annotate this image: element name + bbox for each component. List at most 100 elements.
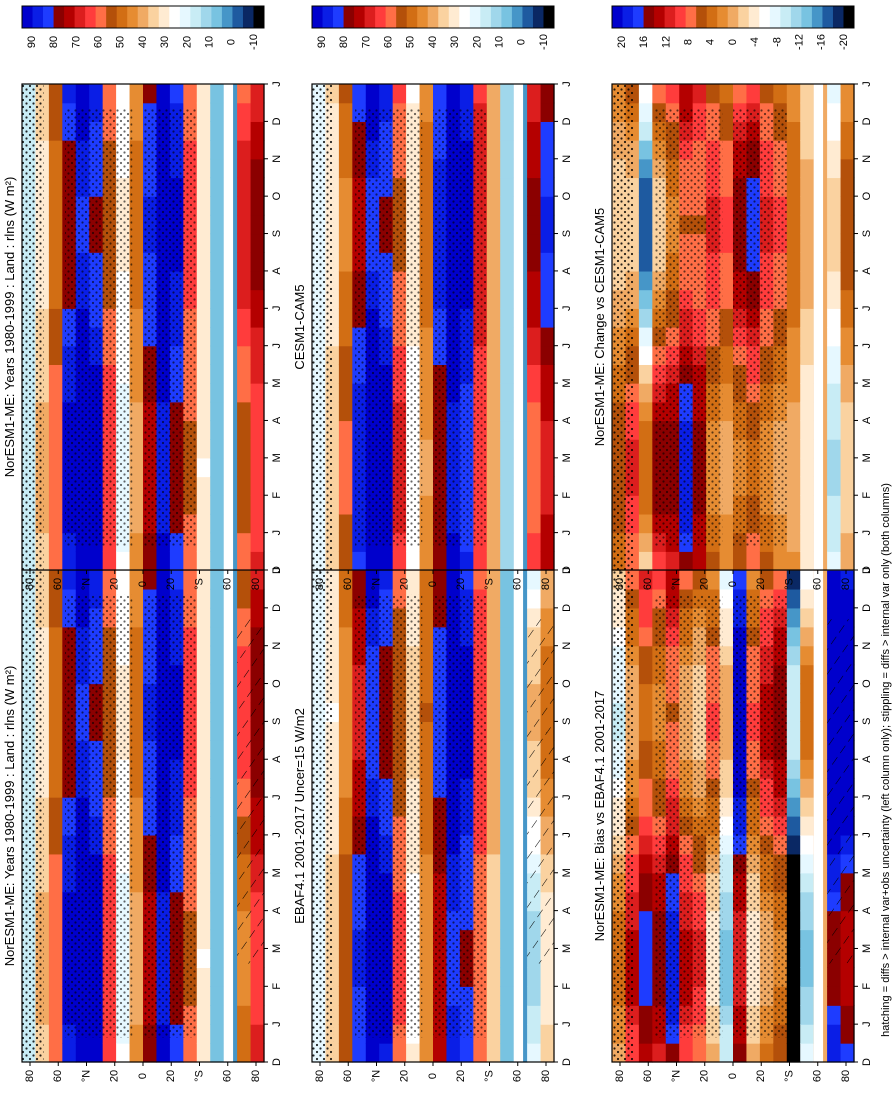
heatmap-cell bbox=[338, 834, 353, 855]
lat-tick-label: 20 bbox=[699, 578, 711, 590]
heatmap-cell bbox=[679, 570, 694, 590]
heatmap-cell bbox=[719, 834, 734, 855]
colorbar-swatch bbox=[396, 6, 408, 28]
heatmap-cell bbox=[759, 1043, 774, 1063]
panel-title: EBAF4.1 2001-2017 Uncer=15 W/m2 bbox=[292, 708, 307, 924]
heatmap-cell bbox=[500, 84, 515, 104]
lat-tick-label: 80 bbox=[314, 1070, 326, 1082]
colorbar-swatch bbox=[532, 6, 544, 28]
lat-tick-label: 20 bbox=[455, 1070, 467, 1082]
heatmap-cell bbox=[486, 967, 501, 987]
heatmap-cell bbox=[800, 233, 815, 253]
heatmap-cell bbox=[840, 102, 855, 122]
month-tick-label: N bbox=[561, 642, 573, 650]
heatmap-cell bbox=[827, 1043, 842, 1063]
heatmap-cell bbox=[500, 740, 515, 760]
heatmap-cell bbox=[75, 84, 90, 104]
heatmap-cell bbox=[196, 345, 211, 365]
heatmap-cell bbox=[237, 401, 252, 422]
heatmap-cell bbox=[196, 645, 211, 666]
heatmap-cell bbox=[786, 872, 801, 893]
heatmap-cell bbox=[486, 158, 501, 179]
lat-tick-label: 80 bbox=[614, 578, 626, 590]
heatmap-cell bbox=[338, 910, 353, 931]
month-tick-label: F bbox=[861, 492, 873, 499]
heatmap-cell bbox=[210, 948, 225, 968]
heatmap-cell bbox=[486, 588, 501, 609]
heatmap-cell bbox=[210, 420, 225, 440]
heatmap-cell bbox=[486, 84, 501, 104]
heatmap-cell bbox=[156, 570, 171, 590]
colorbar-tick-label: -4 bbox=[749, 37, 761, 47]
heatmap-cell bbox=[719, 327, 734, 347]
heatmap-cell bbox=[486, 401, 501, 422]
heatmap-cell bbox=[486, 364, 501, 384]
colorbar-tick-label: 8 bbox=[683, 39, 695, 45]
heatmap-cell bbox=[62, 1043, 77, 1063]
colorbar-swatch bbox=[685, 6, 697, 28]
heatmap-cell bbox=[338, 345, 353, 365]
heatmap-cell bbox=[786, 967, 801, 987]
colorbar-tick-label: 90 bbox=[316, 36, 328, 48]
heatmap-cell bbox=[786, 476, 801, 496]
heatmap-cell bbox=[48, 140, 63, 160]
heatmap-cell bbox=[500, 967, 515, 987]
colorbar-swatch bbox=[322, 6, 334, 28]
lat-tick-label: 20 bbox=[399, 1070, 411, 1082]
heatmap-cell bbox=[540, 1005, 555, 1025]
heatmap-cell bbox=[800, 1024, 815, 1044]
lat-tick-label: 80 bbox=[250, 578, 262, 590]
heatmap-cell bbox=[129, 834, 144, 855]
heatmap-cell bbox=[237, 967, 252, 987]
lat-tick-label: 60 bbox=[52, 578, 64, 590]
lat-tick-label: 60 bbox=[52, 1070, 64, 1082]
heatmap-cell bbox=[338, 84, 353, 104]
heatmap-cell bbox=[786, 327, 801, 347]
heatmap-cell bbox=[840, 270, 855, 291]
heatmap-cell bbox=[250, 327, 265, 347]
hatching-overlay bbox=[527, 619, 554, 964]
heatmap-cell bbox=[48, 270, 63, 291]
heatmap-cell bbox=[800, 401, 815, 422]
heatmap-cell bbox=[719, 607, 734, 628]
heatmap-cell bbox=[210, 891, 225, 912]
heatmap-cell bbox=[540, 401, 555, 422]
heatmap-cell bbox=[500, 645, 515, 666]
colorbar-swatch bbox=[343, 6, 355, 28]
heatmap-cell bbox=[486, 816, 501, 836]
heatmap-cell bbox=[719, 1005, 734, 1025]
heatmap-cell bbox=[419, 214, 434, 235]
heatmap-cell bbox=[500, 401, 515, 422]
heatmap-cell bbox=[719, 626, 734, 647]
heatmap-cell bbox=[500, 345, 515, 365]
hatching-overlay bbox=[237, 619, 264, 964]
heatmap-cell bbox=[250, 158, 265, 179]
month-tick-label: F bbox=[271, 492, 283, 499]
heatmap-cell bbox=[800, 177, 815, 197]
heatmap-cell bbox=[719, 721, 734, 741]
colorbar-tick-label: 80 bbox=[48, 36, 60, 48]
lat-tick-label: 60 bbox=[812, 1070, 824, 1082]
heatmap-cell bbox=[840, 1043, 855, 1063]
heatmap-cell bbox=[196, 513, 211, 534]
heatmap-cell bbox=[719, 233, 734, 253]
heatmap-cell bbox=[48, 532, 63, 552]
heatmap-cell bbox=[419, 457, 434, 478]
heatmap-cell bbox=[540, 532, 555, 552]
heatmap-cell bbox=[827, 252, 842, 272]
colorbar-swatch bbox=[364, 6, 376, 28]
heatmap-cell bbox=[786, 121, 801, 141]
heatmap-cell bbox=[746, 570, 761, 590]
heatmap-cell bbox=[638, 910, 653, 931]
heatmap-cell bbox=[773, 551, 788, 571]
heatmap-cell bbox=[338, 476, 353, 496]
month-tick-label: D bbox=[861, 566, 873, 574]
heatmap-cell bbox=[638, 439, 653, 459]
heatmap-cell bbox=[486, 740, 501, 760]
colorbar-tick-label: 20 bbox=[471, 36, 483, 48]
heatmap-cell bbox=[486, 214, 501, 235]
heatmap-cell bbox=[719, 140, 734, 160]
colorbar-swatch bbox=[811, 6, 823, 28]
heatmap-cell bbox=[419, 664, 434, 685]
